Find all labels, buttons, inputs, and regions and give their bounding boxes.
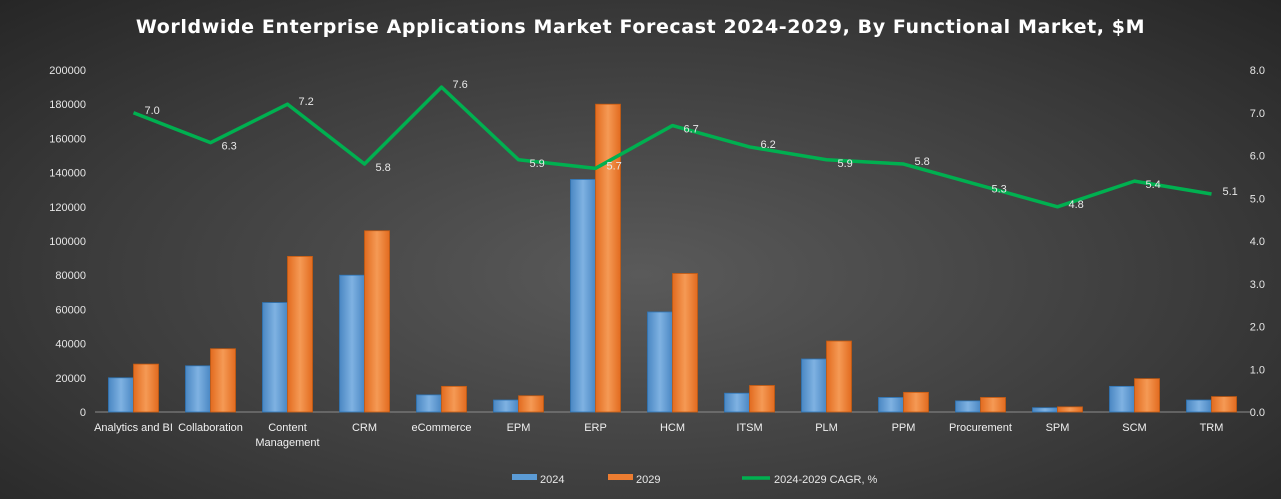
bar-2024-10 <box>878 397 904 413</box>
category-label: ITSM <box>736 422 762 434</box>
y-left-tick-label: 140000 <box>49 168 86 180</box>
y-right-tick-label: 3.0 <box>1250 279 1265 291</box>
y-right-tick-label: 4.0 <box>1250 236 1265 248</box>
cagr-data-label: 5.9 <box>530 158 545 170</box>
category-label: SCM <box>1122 422 1146 434</box>
cagr-line <box>132 85 1212 209</box>
cagr-data-label: 5.3 <box>992 183 1007 195</box>
cagr-data-label: 5.1 <box>1223 186 1238 198</box>
bar-2024-0 <box>108 377 134 413</box>
category-label: Content <box>268 422 307 434</box>
bar-2024-2 <box>262 302 288 413</box>
y-left-tick-label: 40000 <box>55 339 86 351</box>
bar-2029-12 <box>1057 406 1083 413</box>
y-right-tick-label: 5.0 <box>1250 193 1265 205</box>
bar-2029-1 <box>210 348 236 413</box>
bar-2024-9 <box>801 358 827 413</box>
bar-2024-11 <box>955 400 981 413</box>
bar-2024-7 <box>647 311 673 413</box>
y-right-tick-label: 8.0 <box>1250 65 1265 77</box>
cagr-data-label: 7.2 <box>299 96 314 108</box>
y-right-tick-label: 6.0 <box>1250 151 1265 163</box>
bar-2024-3 <box>339 274 365 413</box>
bar-2029-13 <box>1134 378 1160 413</box>
cagr-data-label: 5.4 <box>1146 179 1161 191</box>
bar-2024-14 <box>1186 399 1212 413</box>
category-label: Management <box>255 437 319 449</box>
bar-2024-8 <box>724 392 750 413</box>
category-label: Procurement <box>949 422 1012 434</box>
bar-2029-4 <box>441 385 467 413</box>
cagr-data-label: 5.8 <box>915 156 930 168</box>
legend-label: 2029 <box>636 474 660 486</box>
cagr-data-label: 7.6 <box>453 79 468 91</box>
legend-label: 2024 <box>540 474 564 486</box>
category-label: CRM <box>352 422 377 434</box>
cagr-data-label: 6.3 <box>222 141 237 153</box>
bar-2029-10 <box>903 391 929 413</box>
bar-2029-2 <box>287 255 313 413</box>
bar-2029-9 <box>826 340 852 413</box>
legend-swatch-2029 <box>608 474 633 480</box>
chart-title: Worldwide Enterprise Applications Market… <box>135 16 1146 38</box>
y-left-tick-label: 160000 <box>49 133 86 145</box>
y-left-tick-label: 80000 <box>55 270 86 282</box>
cagr-data-label: 5.7 <box>607 160 622 172</box>
category-label: SPM <box>1046 422 1070 434</box>
category-label: eCommerce <box>412 422 472 434</box>
legend-swatch-2024 <box>512 474 537 480</box>
y-left-tick-label: 120000 <box>49 202 86 214</box>
bar-2024-1 <box>185 365 211 413</box>
bar-2029-11 <box>980 397 1006 413</box>
category-label: PPM <box>892 422 916 434</box>
bar-2029-14 <box>1211 396 1237 413</box>
y-left-tick-label: 180000 <box>49 99 86 111</box>
cagr-data-label: 5.8 <box>376 162 391 174</box>
y-left-tick-label: 0 <box>80 407 86 419</box>
cagr-data-label: 6.2 <box>761 139 776 151</box>
bar-2029-7 <box>672 273 698 413</box>
category-label: HCM <box>660 422 685 434</box>
y-left-tick-label: 200000 <box>49 65 86 77</box>
bar-2029-5 <box>518 395 544 413</box>
category-label: Collaboration <box>178 422 243 434</box>
category-label: Analytics and BI <box>94 422 173 434</box>
y-right-tick-label: 1.0 <box>1250 364 1265 376</box>
bar-2029-3 <box>364 230 390 413</box>
bar-2024-13 <box>1109 385 1135 413</box>
bar-2029-8 <box>749 385 775 413</box>
bar-2024-12 <box>1032 407 1058 413</box>
cagr-data-label: 5.9 <box>838 158 853 170</box>
cagr-data-label: 7.0 <box>145 105 160 117</box>
y-left-tick-label: 100000 <box>49 236 86 248</box>
category-label: TRM <box>1200 422 1224 434</box>
bar-2029-0 <box>133 363 159 413</box>
bar-2029-6 <box>595 103 621 413</box>
cagr-data-label: 4.8 <box>1069 199 1084 211</box>
bar-2024-5 <box>493 399 519 413</box>
y-left-tick-label: 60000 <box>55 304 86 316</box>
legend-label: 2024-2029 CAGR, % <box>774 474 878 486</box>
y-right-tick-label: 0.0 <box>1250 407 1265 419</box>
bar-2024-4 <box>416 394 442 413</box>
y-right-tick-label: 7.0 <box>1250 108 1265 120</box>
cagr-data-label: 6.7 <box>684 124 699 136</box>
category-label: ERP <box>584 422 607 434</box>
bar-2024-6 <box>570 179 596 413</box>
y-right-tick-label: 2.0 <box>1250 322 1265 334</box>
category-label: PLM <box>815 422 838 434</box>
y-left-tick-label: 20000 <box>55 373 86 385</box>
category-label: EPM <box>507 422 531 434</box>
